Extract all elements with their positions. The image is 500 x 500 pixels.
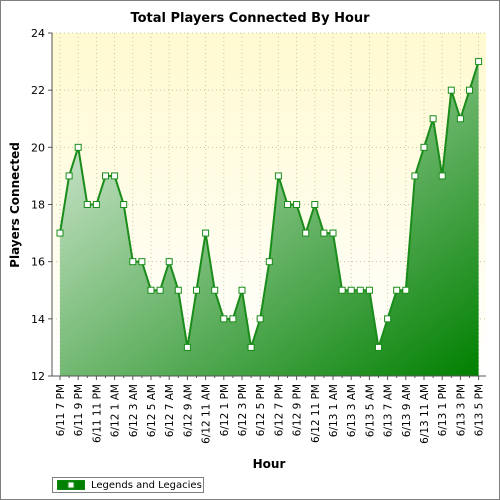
legend: Legends and Legacies xyxy=(52,477,204,493)
data-point xyxy=(111,172,119,180)
x-tick-label: 6/12 9 AM xyxy=(182,384,194,437)
data-point xyxy=(393,286,401,294)
x-tick-label: 6/11 7 PM xyxy=(55,384,67,436)
data-point xyxy=(456,115,464,123)
data-area xyxy=(60,61,479,376)
data-point xyxy=(329,229,337,237)
data-point xyxy=(356,286,364,294)
x-tick-label: 6/12 1 AM xyxy=(110,384,122,437)
data-point xyxy=(375,343,382,351)
x-tick-label: 6/11 11 PM xyxy=(91,384,103,443)
x-tick-label: 6/13 1 PM xyxy=(437,384,449,436)
legend-swatch-marker xyxy=(67,481,75,489)
data-point xyxy=(238,286,246,294)
x-tick-label: 6/12 11 AM xyxy=(201,384,213,444)
x-tick-label: 6/13 1 AM xyxy=(328,384,340,437)
data-point xyxy=(320,229,328,237)
data-point xyxy=(156,286,164,294)
data-point xyxy=(311,201,319,208)
y-tick-label: 24 xyxy=(31,27,45,40)
data-point xyxy=(138,258,146,266)
data-point xyxy=(475,58,483,66)
legend-label: Legends and Legacies xyxy=(91,479,202,491)
data-point xyxy=(302,229,310,237)
y-tick-label: 20 xyxy=(31,141,45,154)
x-tick-label: 6/12 3 AM xyxy=(128,384,140,437)
x-tick-label: 6/13 7 AM xyxy=(383,384,395,437)
y-tick-label: 14 xyxy=(31,313,45,326)
data-point xyxy=(83,201,91,208)
x-tick-label: 6/11 9 PM xyxy=(73,384,85,436)
data-point xyxy=(56,229,64,237)
data-point xyxy=(65,172,73,180)
x-tick-label: 6/12 5 AM xyxy=(146,384,158,437)
x-tick-label: 6/12 7 PM xyxy=(273,384,285,436)
data-point xyxy=(429,115,437,123)
data-point xyxy=(447,86,455,94)
y-tick-label: 12 xyxy=(31,370,45,383)
data-point xyxy=(256,315,264,323)
data-point xyxy=(411,172,419,180)
data-point xyxy=(438,172,446,180)
legend-swatch xyxy=(57,480,85,490)
x-tick-label: 6/13 11 AM xyxy=(419,384,431,444)
data-point xyxy=(274,172,282,180)
x-tick-label: 6/13 3 PM xyxy=(455,384,467,436)
data-point xyxy=(165,258,173,266)
data-point xyxy=(211,286,219,294)
data-point xyxy=(365,286,373,294)
data-point xyxy=(220,315,228,323)
data-point xyxy=(347,286,355,294)
data-point xyxy=(202,229,210,237)
x-tick-label: 6/12 7 AM xyxy=(164,384,176,437)
data-point xyxy=(229,315,237,323)
x-tick-label: 6/13 5 PM xyxy=(474,384,486,436)
x-tick-label: 6/12 11 PM xyxy=(310,384,322,443)
x-tick-label: 6/13 5 AM xyxy=(364,384,376,437)
x-tick-label: 6/12 9 PM xyxy=(292,384,304,436)
x-axis-title: Hour xyxy=(253,457,286,471)
data-point xyxy=(284,201,291,208)
x-tick-label: 6/12 5 PM xyxy=(255,384,267,436)
series-area xyxy=(60,61,479,376)
x-tick-label: 6/13 9 AM xyxy=(401,384,413,437)
data-point xyxy=(193,286,200,294)
data-point xyxy=(120,201,128,208)
data-point xyxy=(183,343,191,351)
y-tick-label: 16 xyxy=(31,256,45,269)
y-tick-label: 18 xyxy=(31,199,45,212)
data-point xyxy=(74,143,82,151)
data-point xyxy=(147,286,155,294)
data-point xyxy=(174,286,182,294)
data-point xyxy=(129,258,137,266)
data-markers xyxy=(56,58,483,351)
data-point xyxy=(384,315,392,323)
data-point xyxy=(92,201,100,208)
y-axis-title: Players Connected xyxy=(8,142,22,268)
x-tick-label: 6/12 3 PM xyxy=(237,384,249,436)
x-tick-labels: 6/11 7 PM 6/11 9 PM 6/11 11 PM 6/12 1 AM 6/1… xyxy=(55,376,486,444)
data-point xyxy=(102,172,109,180)
y-tick-labels: 12 14 16 18 20 22 24 xyxy=(31,27,52,383)
data-point xyxy=(420,143,428,151)
data-point xyxy=(402,286,410,294)
x-tick-label: 6/12 1 PM xyxy=(219,384,231,436)
data-point xyxy=(338,286,346,294)
data-point xyxy=(293,201,301,208)
data-point xyxy=(466,86,473,94)
data-point xyxy=(247,343,255,351)
data-point xyxy=(265,258,273,266)
chart-title: Total Players Connected By Hour xyxy=(130,11,370,26)
x-tick-label: 6/13 3 AM xyxy=(346,384,358,437)
y-tick-label: 22 xyxy=(31,84,45,97)
